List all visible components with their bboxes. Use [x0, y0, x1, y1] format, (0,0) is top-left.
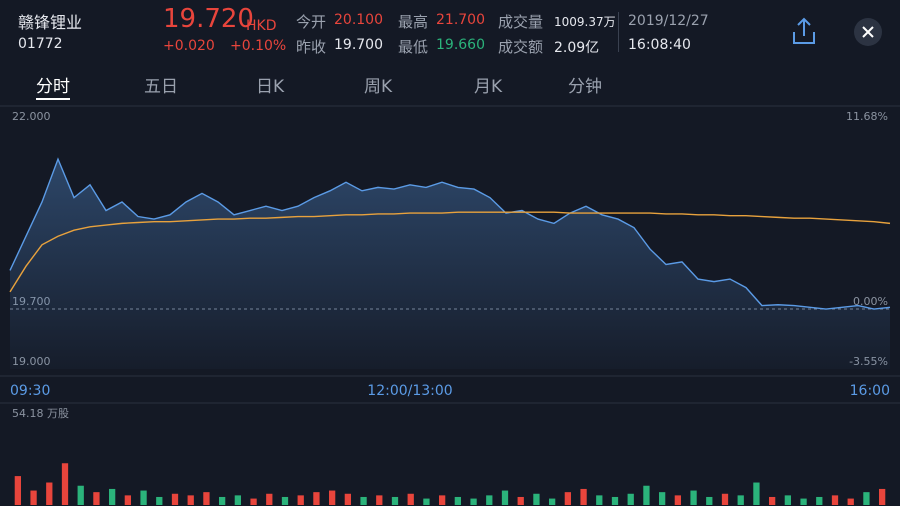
volume-bar	[611, 496, 619, 505]
volume-bar	[93, 492, 100, 505]
volume-bar	[344, 493, 351, 505]
stat-label: 最高	[398, 13, 429, 31]
volume-bar	[313, 492, 320, 505]
volume-bar	[470, 498, 477, 505]
stat-value: 21.700	[436, 12, 485, 28]
stat-value: 19.660	[436, 37, 485, 53]
volume-bar	[423, 498, 430, 505]
volume-bar	[800, 498, 807, 505]
price: 19.720	[163, 4, 254, 34]
volume-bar	[30, 490, 37, 505]
volume-label: 54.18 万股	[12, 407, 69, 420]
volume-bar	[234, 495, 241, 505]
tab[interactable]: 分钟	[568, 77, 602, 97]
volume-bar	[737, 495, 744, 505]
stat-label: 今开	[296, 13, 327, 31]
volume-bar	[109, 488, 116, 505]
volume-bar	[407, 493, 414, 505]
volume-bar	[564, 492, 571, 505]
volume-bar	[863, 492, 870, 505]
volume-bar	[124, 495, 131, 505]
volume-bar	[627, 493, 634, 505]
y2-tick-label: 0.00%	[853, 295, 888, 308]
volume-bar	[486, 495, 493, 505]
y-tick-label: 22.000	[12, 110, 51, 123]
stat-label: 昨收	[296, 38, 327, 56]
volume-bar	[187, 495, 194, 505]
volume-bar	[140, 490, 147, 505]
tab-indicator	[36, 98, 70, 100]
volume-bar	[439, 495, 446, 505]
volume-bar	[501, 490, 509, 505]
volume-bar	[391, 496, 399, 505]
stat-value: 1009.37万	[554, 15, 616, 29]
tab[interactable]: 五日	[144, 77, 178, 97]
volume-bar	[297, 495, 304, 505]
stat-value: 19.700	[334, 37, 383, 53]
volume-bar	[329, 490, 336, 505]
stock-name: 赣锋锂业	[18, 13, 83, 32]
stat-label: 成交额	[498, 38, 544, 56]
stat-value: 2.09亿	[554, 40, 600, 56]
share-button[interactable]	[790, 16, 818, 46]
stat-label: 最低	[398, 38, 429, 56]
volume-bar	[816, 496, 823, 505]
date: 2019/12/27	[628, 13, 709, 29]
divider	[618, 12, 619, 52]
volume-bar	[847, 498, 854, 505]
volume-bar	[659, 492, 666, 505]
volume-bar	[171, 493, 179, 505]
volume-bar	[14, 476, 21, 505]
volume-bar	[721, 493, 729, 505]
stock-code: 01772	[18, 36, 63, 52]
volume-bar	[690, 490, 697, 505]
x-tick-label: 09:30	[10, 383, 50, 399]
volume-bar	[533, 493, 540, 505]
volume-bar	[549, 498, 556, 505]
volume-bar	[831, 495, 839, 505]
volume-bar	[769, 496, 776, 505]
volume-bar	[360, 496, 367, 505]
close-button[interactable]	[853, 17, 883, 47]
volume-bar	[266, 493, 273, 505]
volume-bar	[281, 496, 289, 505]
series-line	[9, 211, 891, 293]
volume-bar	[674, 495, 681, 505]
volume-bar	[643, 485, 650, 505]
change-pct: +0.10%	[230, 38, 287, 54]
volume-bar	[706, 496, 713, 505]
volume-bar	[753, 482, 760, 505]
tab[interactable]: 月K	[474, 77, 503, 97]
tab[interactable]: 周K	[364, 77, 393, 97]
series-line	[9, 157, 891, 310]
x-tick-label: 16:00	[850, 383, 890, 399]
x-tick-label: 12:00/13:00	[367, 383, 452, 399]
volume-bar	[580, 488, 587, 505]
volume-bar	[250, 498, 257, 505]
volume-bar	[596, 495, 603, 505]
volume-bar	[203, 492, 210, 505]
volume-bar	[376, 495, 383, 505]
volume-bar	[156, 496, 163, 505]
volume-bar	[77, 485, 84, 505]
y2-tick-label: 11.68%	[846, 110, 888, 123]
stat-label: 成交量	[498, 13, 544, 31]
volume-bar	[784, 495, 791, 505]
stat-value: 20.100	[334, 12, 383, 28]
volume-bar	[517, 496, 524, 505]
time: 16:08:40	[628, 37, 691, 53]
volume-bar	[46, 482, 53, 505]
volume-bar	[219, 496, 226, 505]
volume-bar	[879, 488, 886, 505]
change: +0.020	[163, 38, 215, 54]
volume-bar	[454, 496, 461, 505]
tab[interactable]: 日K	[256, 77, 285, 97]
tab[interactable]: 分时	[36, 77, 70, 97]
currency: HKD	[246, 18, 277, 34]
volume-bar	[61, 463, 69, 505]
price-area	[10, 159, 890, 369]
